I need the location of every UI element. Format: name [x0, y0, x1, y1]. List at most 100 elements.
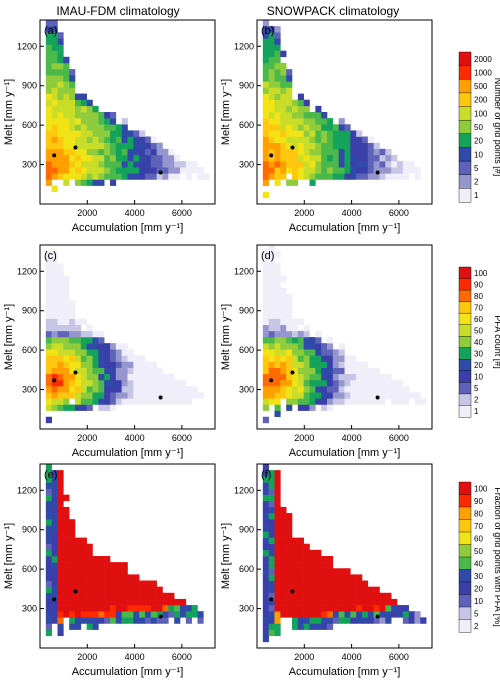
heatmap-cell [92, 398, 99, 405]
heatmap-cell [268, 379, 275, 387]
colorbar-swatch [458, 405, 472, 418]
colorbar-level-label: 70 [474, 522, 483, 531]
colorbar-swatch [458, 581, 472, 595]
heatmap-cell [268, 580, 275, 587]
heatmap-cell [75, 349, 82, 356]
colorbar-level-label: 500 [474, 82, 488, 91]
heatmap-cell [327, 118, 334, 125]
heatmap-cell [110, 161, 117, 168]
heatmap-cell [385, 173, 392, 180]
heatmap-cell [75, 592, 82, 600]
heatmap-cell [274, 81, 281, 88]
heatmap-cell [51, 392, 58, 399]
heatmap-cell [69, 312, 76, 319]
heatmap-cell [286, 598, 293, 606]
heatmap-cell [408, 161, 415, 168]
heatmap-cell [75, 99, 82, 107]
heatmap-cell [280, 513, 287, 520]
heatmap-cell [344, 598, 351, 606]
heatmap-cell [121, 130, 128, 137]
heatmap-cell [75, 617, 82, 624]
heatmap-cell [75, 154, 82, 162]
heatmap-cell [51, 470, 58, 477]
colorbar-swatch [458, 79, 472, 94]
heatmap-cell [45, 26, 52, 33]
colorbar-level-label: 50 [474, 326, 483, 335]
heatmap-cell [280, 300, 287, 307]
heatmap-cell [57, 623, 64, 630]
heatmap-cell [57, 118, 64, 125]
heatmap-cell [69, 598, 76, 606]
heatmap-cell [57, 44, 64, 51]
heatmap-cell [280, 343, 287, 350]
heatmap-cell [57, 87, 64, 94]
heatmap-cell [133, 398, 140, 405]
heatmap-cell [133, 574, 140, 581]
heatmap-cell [321, 148, 328, 156]
heatmap-cell [274, 373, 281, 381]
heatmap-cell [309, 592, 316, 600]
heatmap-cell [45, 93, 52, 101]
heatmap-cell [321, 130, 328, 137]
heatmap-cell [350, 355, 357, 362]
heatmap-cell [309, 568, 316, 575]
heatmap-cell [86, 355, 93, 362]
heatmap-cell [309, 179, 316, 186]
heatmap-cell [309, 611, 316, 618]
x-tick-label: 4000 [342, 433, 362, 443]
heatmap-cell [45, 75, 52, 82]
heatmap-cell [150, 154, 157, 162]
heatmap-cell [379, 592, 386, 600]
panel-label: (d) [261, 250, 274, 262]
heatmap-cell [185, 161, 192, 168]
heatmap-cell [309, 556, 316, 563]
heatmap-cell [315, 568, 322, 575]
heatmap-cell [51, 287, 58, 295]
heatmap-cell [63, 330, 70, 338]
heatmap-cell [80, 568, 87, 575]
heatmap-cell [344, 586, 351, 594]
heatmap-cell [297, 598, 304, 606]
heatmap-cell [262, 513, 269, 520]
heatmap-cell [115, 392, 122, 399]
heatmap-cell [262, 635, 269, 643]
heatmap-cell [139, 379, 146, 387]
heatmap-cell [86, 130, 93, 137]
y-tick-label: 600 [22, 120, 37, 130]
colorbar-swatch [458, 133, 472, 148]
heatmap-cell [373, 173, 380, 180]
heatmap-cell [80, 99, 87, 107]
heatmap-cell [379, 379, 386, 387]
heatmap-cell [145, 598, 152, 606]
heatmap-cell [303, 112, 310, 119]
heatmap-cell [297, 161, 304, 168]
heatmap-cell [268, 592, 275, 600]
heatmap-cell [145, 142, 152, 150]
heatmap-cell [51, 386, 58, 393]
y-tick-label: 600 [239, 345, 254, 355]
heatmap-cell [63, 62, 70, 70]
heatmap-cell [286, 525, 293, 532]
heatmap-cell [45, 355, 52, 362]
heatmap-cell [327, 562, 334, 569]
heatmap-cell [268, 470, 275, 477]
heatmap-cell [309, 112, 316, 119]
heatmap-cell [274, 355, 281, 362]
heatmap-cell [57, 312, 64, 319]
heatmap-cell [362, 142, 369, 150]
heatmap-cell [45, 287, 52, 295]
heatmap-cell [268, 494, 275, 502]
heatmap-cell [57, 404, 64, 411]
colorbar-level-label: 40 [474, 559, 483, 568]
heatmap-cell [280, 118, 287, 125]
heatmap-cell [297, 361, 304, 368]
heatmap-cell [92, 574, 99, 581]
heatmap-cell [139, 592, 146, 600]
heatmap-cell [262, 598, 269, 606]
heatmap-cell [150, 148, 157, 156]
heatmap-cell [145, 611, 152, 618]
heatmap-cell [379, 373, 386, 381]
heatmap-cell [292, 349, 299, 356]
heatmap-cell [80, 556, 87, 563]
heatmap-cell [69, 105, 76, 113]
